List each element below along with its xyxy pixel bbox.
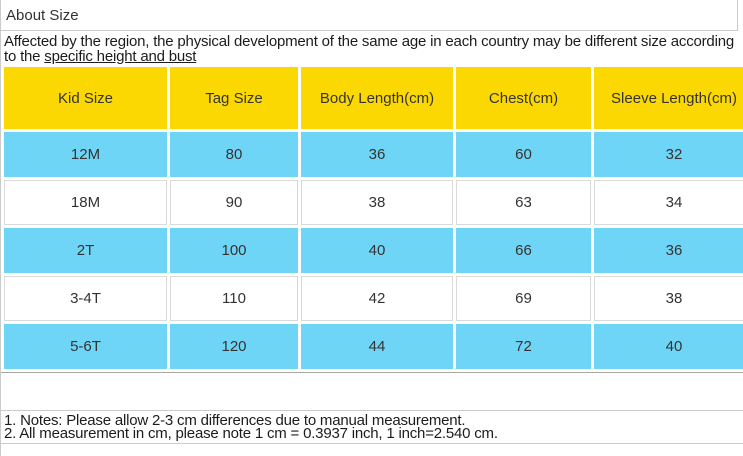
table-cell: 90 (170, 180, 298, 225)
table-cell: 2T (4, 228, 167, 273)
table-cell: 72 (456, 324, 591, 369)
column-header-body-length: Body Length(cm) (301, 67, 453, 129)
table-cell: 42 (301, 276, 453, 321)
size-chart-table: Kid Size Tag Size Body Length(cm) Chest(… (1, 64, 743, 372)
table-header-row: Kid Size Tag Size Body Length(cm) Chest(… (4, 67, 743, 129)
table-cell: 80 (170, 132, 298, 177)
table-cell: 63 (456, 180, 591, 225)
note-line-2: 2. All measurement in cm, please note 1 … (4, 425, 498, 442)
table-cell: 110 (170, 276, 298, 321)
table-cell: 3-4T (4, 276, 167, 321)
table-cell: 12M (4, 132, 167, 177)
table-bottom-divider (1, 372, 743, 373)
note-line-1: 1. Notes: Please allow 2-3 cm difference… (4, 412, 466, 429)
table-cell: 32 (594, 132, 743, 177)
table-cell: 40 (301, 228, 453, 273)
table-cell: 38 (594, 276, 743, 321)
table-cell: 34 (594, 180, 743, 225)
intro-paragraph: Affected by the region, the physical dev… (1, 31, 743, 65)
table-row: 2T 100 40 66 36 (4, 228, 743, 273)
table-row: 5-6T 120 44 72 40 (4, 324, 743, 369)
column-header-sleeve-length: Sleeve Length(cm) (594, 67, 743, 129)
table-cell: 44 (301, 324, 453, 369)
table-cell: 40 (594, 324, 743, 369)
column-header-tag-size: Tag Size (170, 67, 298, 129)
table-cell: 38 (301, 180, 453, 225)
table-row: 18M 90 38 63 34 (4, 180, 743, 225)
table-cell: 120 (170, 324, 298, 369)
table-row: 12M 80 36 60 32 (4, 132, 743, 177)
table-row: 3-4T 110 42 69 38 (4, 276, 743, 321)
table-cell: 69 (456, 276, 591, 321)
table-cell: 18M (4, 180, 167, 225)
table-cell: 100 (170, 228, 298, 273)
table-cell: 36 (594, 228, 743, 273)
intro-text: Affected by the region, the physical dev… (4, 33, 734, 65)
page-title: About Size (6, 7, 79, 24)
table-cell: 66 (456, 228, 591, 273)
spacer (1, 373, 743, 410)
table-cell: 5-6T (4, 324, 167, 369)
table-cell: 36 (301, 132, 453, 177)
size-table-body: 12M 80 36 60 32 18M 90 38 63 34 2T 100 40 66 36 3-4T 110… (4, 132, 743, 369)
section-title-bar: About Size (1, 0, 738, 31)
notes-block: 1. Notes: Please allow 2-3 cm difference… (1, 410, 743, 444)
table-cell: 60 (456, 132, 591, 177)
intro-underlined-text: specific height and bust (44, 47, 197, 65)
column-header-kid-size: Kid Size (4, 67, 167, 129)
column-header-chest: Chest(cm) (456, 67, 591, 129)
